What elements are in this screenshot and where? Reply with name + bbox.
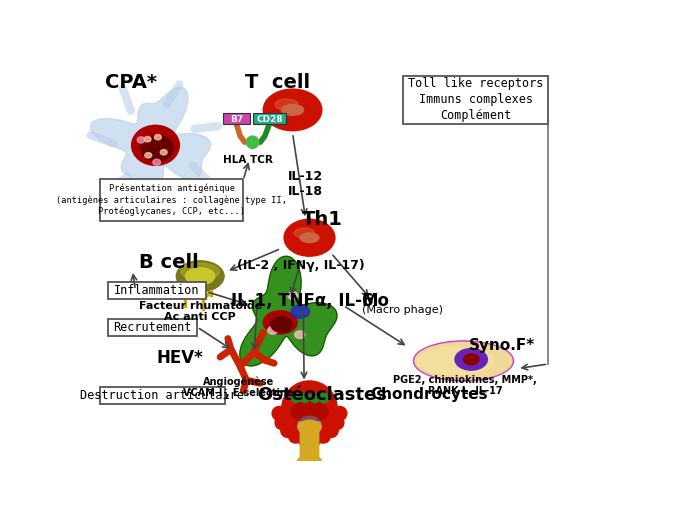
- Ellipse shape: [137, 137, 145, 143]
- Text: Recrutement: Recrutement: [113, 321, 191, 334]
- Text: (IL-2 , IFNγ, IL-17): (IL-2 , IFNγ, IL-17): [237, 260, 365, 272]
- Circle shape: [275, 416, 289, 429]
- Ellipse shape: [297, 455, 322, 470]
- FancyBboxPatch shape: [404, 76, 548, 124]
- FancyBboxPatch shape: [107, 282, 206, 299]
- Circle shape: [272, 407, 286, 421]
- Ellipse shape: [132, 125, 179, 165]
- Ellipse shape: [455, 349, 487, 370]
- Circle shape: [320, 393, 329, 402]
- Text: HEV*: HEV*: [156, 349, 203, 367]
- Text: Mo: Mo: [362, 292, 390, 310]
- Ellipse shape: [141, 135, 173, 162]
- Text: Facteur rhumatoïde
Ac anti CCP: Facteur rhumatoïde Ac anti CCP: [139, 301, 262, 323]
- FancyBboxPatch shape: [300, 425, 318, 461]
- Text: CPA*: CPA*: [105, 73, 157, 92]
- Text: (Macro phage): (Macro phage): [362, 305, 443, 315]
- Ellipse shape: [300, 233, 319, 242]
- Text: Présentation antigénique
(antigènes articulaires : collagène type II,
Protéoglyc: Présentation antigénique (antigènes arti…: [56, 183, 287, 217]
- FancyBboxPatch shape: [100, 179, 243, 221]
- Ellipse shape: [464, 354, 479, 365]
- Ellipse shape: [414, 341, 514, 381]
- Ellipse shape: [284, 219, 335, 256]
- Ellipse shape: [144, 137, 151, 142]
- Text: HLA TCR: HLA TCR: [223, 154, 273, 165]
- Ellipse shape: [294, 228, 314, 238]
- Ellipse shape: [185, 268, 215, 285]
- Text: CD28: CD28: [256, 114, 283, 124]
- Circle shape: [297, 432, 312, 446]
- Ellipse shape: [275, 99, 298, 110]
- Circle shape: [324, 424, 338, 437]
- Ellipse shape: [415, 342, 512, 379]
- Ellipse shape: [268, 326, 278, 334]
- FancyBboxPatch shape: [253, 113, 287, 124]
- Ellipse shape: [288, 292, 298, 299]
- FancyBboxPatch shape: [107, 319, 197, 336]
- Circle shape: [246, 136, 259, 148]
- Text: Syno.F*: Syno.F*: [469, 338, 535, 353]
- Ellipse shape: [153, 159, 160, 165]
- Ellipse shape: [282, 105, 304, 116]
- Ellipse shape: [291, 305, 310, 318]
- Circle shape: [308, 432, 321, 446]
- Polygon shape: [240, 256, 337, 366]
- Ellipse shape: [263, 311, 297, 334]
- Circle shape: [316, 429, 331, 443]
- Text: Toll like receptors
Immuns complexes
Complément: Toll like receptors Immuns complexes Com…: [408, 77, 544, 122]
- Text: IL-1, TNFα, IL-6: IL-1, TNFα, IL-6: [231, 292, 373, 310]
- Ellipse shape: [181, 263, 220, 280]
- Circle shape: [289, 429, 302, 443]
- Ellipse shape: [271, 317, 293, 333]
- Text: B cell: B cell: [139, 253, 199, 272]
- Text: PGE2, chimiokines, MMP*,
RANK L, IL-17: PGE2, chimiokines, MMP*, RANK L, IL-17: [393, 375, 537, 396]
- Circle shape: [300, 393, 310, 402]
- Text: T  cell: T cell: [245, 73, 310, 92]
- Ellipse shape: [295, 331, 305, 339]
- Ellipse shape: [298, 416, 321, 435]
- Text: B7: B7: [230, 114, 243, 124]
- FancyBboxPatch shape: [100, 387, 225, 404]
- Ellipse shape: [145, 153, 151, 158]
- Circle shape: [291, 393, 300, 402]
- Text: Angiogénèse
VCAM-I , E-selectine: Angiogénèse VCAM-I , E-selectine: [183, 376, 294, 398]
- Circle shape: [281, 424, 295, 437]
- Circle shape: [310, 393, 320, 402]
- Ellipse shape: [160, 150, 167, 155]
- Text: Ostéoclastes: Ostéoclastes: [257, 385, 387, 404]
- Ellipse shape: [263, 89, 322, 131]
- Circle shape: [333, 407, 347, 421]
- Text: IL-12
IL-18: IL-12 IL-18: [288, 170, 323, 198]
- Ellipse shape: [176, 261, 224, 292]
- Ellipse shape: [291, 402, 328, 422]
- Ellipse shape: [154, 135, 162, 140]
- Text: Inflammation: Inflammation: [114, 284, 200, 297]
- FancyBboxPatch shape: [223, 113, 250, 124]
- Circle shape: [282, 381, 337, 436]
- Ellipse shape: [298, 420, 321, 434]
- Text: Chondrocytes: Chondrocytes: [370, 387, 487, 402]
- Text: Th1: Th1: [302, 210, 343, 229]
- Text: Destruction articulaire: Destruction articulaire: [80, 389, 244, 402]
- Ellipse shape: [417, 347, 494, 375]
- Polygon shape: [91, 88, 210, 209]
- Circle shape: [330, 416, 344, 429]
